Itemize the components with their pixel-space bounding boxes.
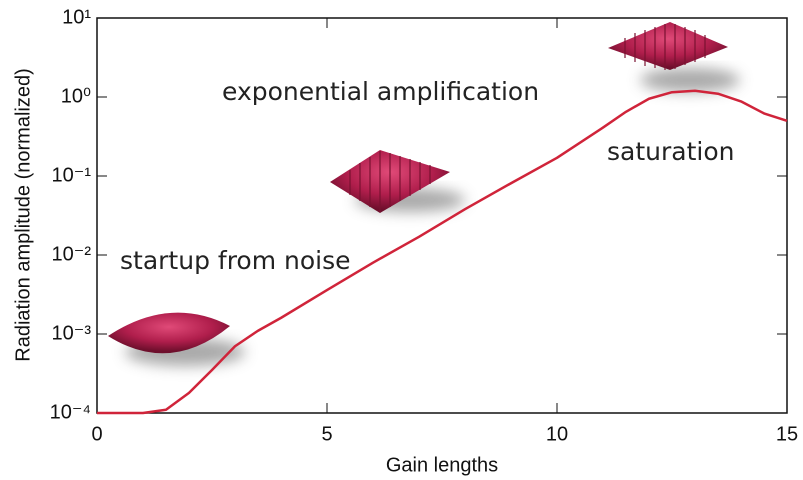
x-tick-label: 10 bbox=[546, 423, 568, 445]
y-tick-label: 10⁰ bbox=[61, 85, 91, 107]
pulse-illustrations bbox=[108, 22, 740, 366]
annotation: startup from noise bbox=[120, 246, 351, 275]
y-tick-label: 10⁻² bbox=[52, 243, 92, 265]
y-tick-label: 10¹ bbox=[62, 6, 91, 28]
y-tick-label: 10⁻⁴ bbox=[50, 401, 91, 423]
y-tick-label: 10⁻³ bbox=[52, 322, 92, 344]
data-line bbox=[97, 89, 788, 415]
x-tick-label: 5 bbox=[321, 423, 332, 445]
x-axis-label: Gain lengths bbox=[386, 454, 498, 476]
x-tick-label: 15 bbox=[776, 423, 798, 445]
y-tick-label: 10⁻¹ bbox=[52, 164, 92, 186]
annotation: exponential amplification bbox=[222, 77, 539, 106]
annotation: saturation bbox=[607, 137, 734, 166]
y-axis-label: Radiation amplitude (normalized) bbox=[12, 68, 34, 361]
plot-frame bbox=[96, 17, 788, 414]
x-tick-label: 0 bbox=[91, 423, 102, 445]
